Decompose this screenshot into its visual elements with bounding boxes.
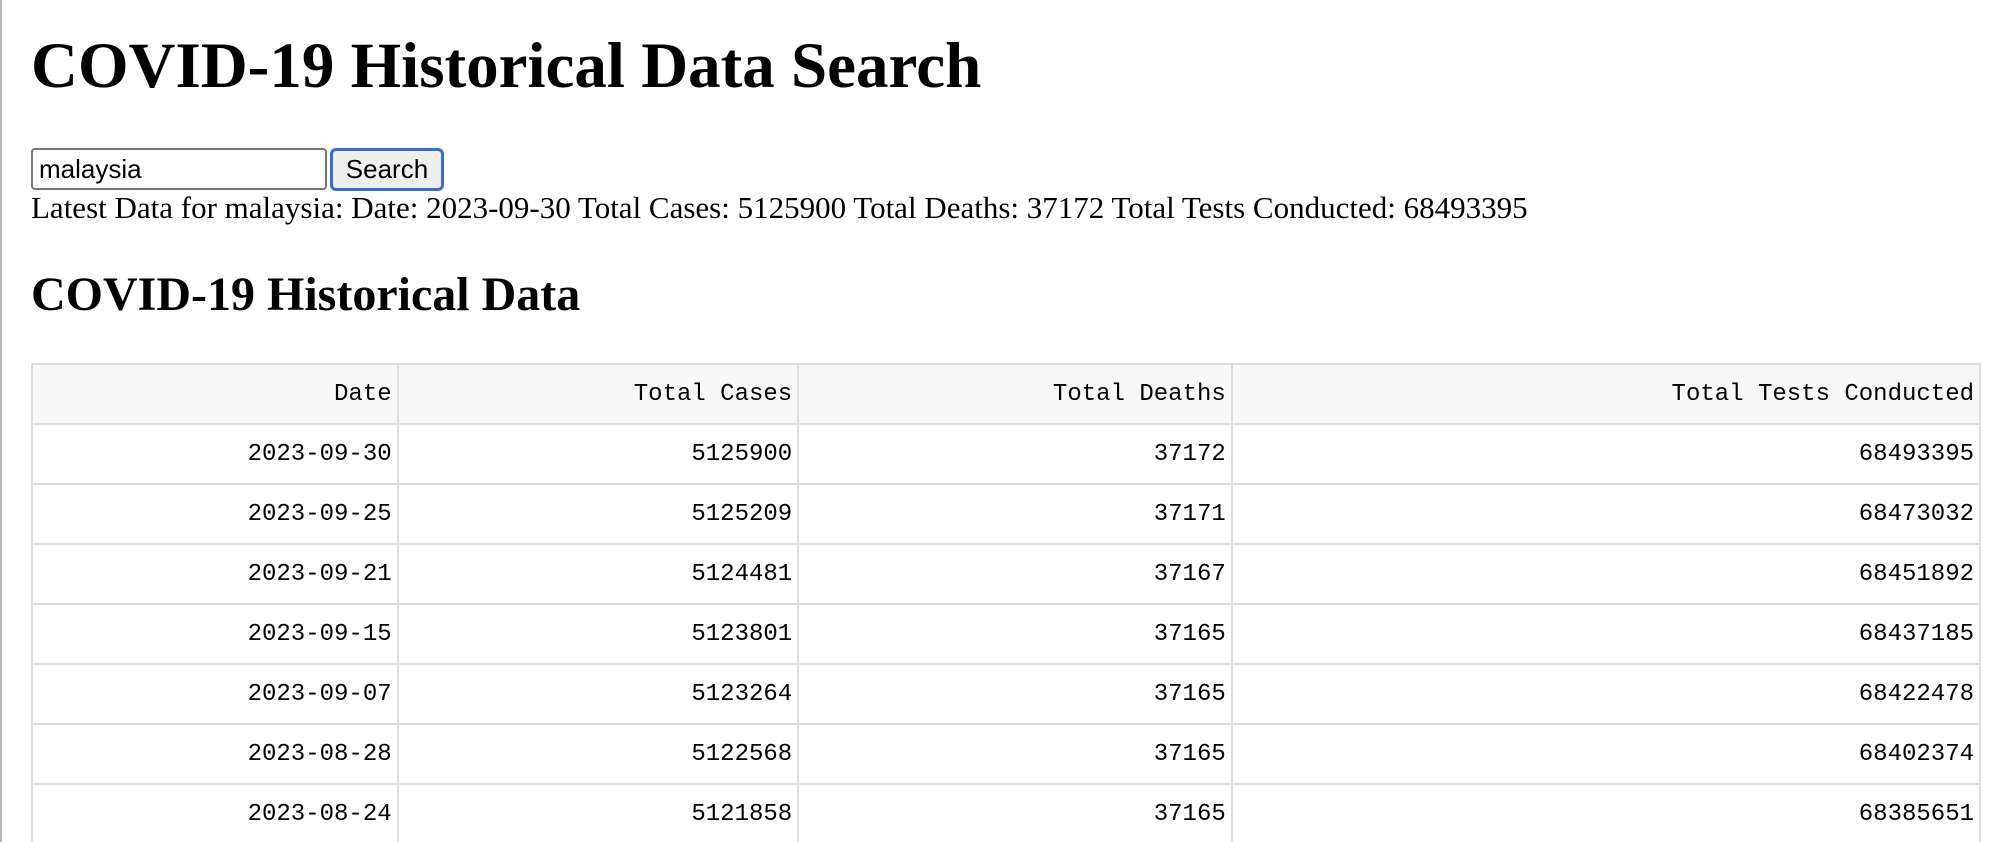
- latest-data-summary: Latest Data for malaysia: Date: 2023-09-…: [31, 190, 1528, 225]
- table-row: 2023-09-07 5123264 37165 68422478: [31, 663, 1982, 725]
- cell-total-deaths: 37165: [797, 663, 1233, 725]
- cell-total-cases: 5123801: [396, 603, 800, 665]
- search-button[interactable]: Search: [330, 147, 444, 191]
- cell-total-deaths: 37165: [797, 603, 1233, 665]
- cell-total-tests: 68437185: [1230, 603, 1982, 665]
- column-header-date: Date: [31, 363, 399, 425]
- column-header-total-cases: Total Cases: [396, 363, 800, 425]
- cell-total-cases: 5121858: [396, 783, 800, 842]
- cell-date: 2023-08-24: [31, 783, 399, 842]
- table-row: 2023-09-25 5125209 37171 68473032: [31, 483, 1982, 545]
- cell-total-cases: 5124481: [396, 543, 800, 605]
- cell-total-tests: 68493395: [1230, 423, 1982, 485]
- cell-total-deaths: 37172: [797, 423, 1233, 485]
- cell-total-deaths: 37171: [797, 483, 1233, 545]
- cell-total-tests: 68473032: [1230, 483, 1982, 545]
- cell-date: 2023-09-21: [31, 543, 399, 605]
- table-row: 2023-09-21 5124481 37167 68451892: [31, 543, 1982, 605]
- cell-total-cases: 5123264: [396, 663, 800, 725]
- cell-total-deaths: 37165: [797, 723, 1233, 785]
- section-title: COVID-19 Historical Data: [31, 268, 581, 321]
- cell-date: 2023-09-07: [31, 663, 399, 725]
- cell-total-cases: 5125900: [396, 423, 800, 485]
- cell-date: 2023-08-28: [31, 723, 399, 785]
- cell-total-deaths: 37167: [797, 543, 1233, 605]
- table-header-row: Date Total Cases Total Deaths Total Test…: [31, 363, 1982, 425]
- cell-date: 2023-09-15: [31, 603, 399, 665]
- cell-total-tests: 68385651: [1230, 783, 1982, 842]
- table-row: 2023-09-15 5123801 37165 68437185: [31, 603, 1982, 665]
- search-form: Search: [31, 147, 444, 191]
- cell-total-deaths: 37165: [797, 783, 1233, 842]
- cell-date: 2023-09-30: [31, 423, 399, 485]
- search-input[interactable]: [31, 148, 327, 190]
- cell-date: 2023-09-25: [31, 483, 399, 545]
- cell-total-cases: 5125209: [396, 483, 800, 545]
- column-header-total-deaths: Total Deaths: [797, 363, 1233, 425]
- cell-total-tests: 68451892: [1230, 543, 1982, 605]
- table-row: 2023-09-30 5125900 37172 68493395: [31, 423, 1982, 485]
- table-row: 2023-08-24 5121858 37165 68385651: [31, 783, 1982, 842]
- cell-total-tests: 68422478: [1230, 663, 1982, 725]
- page-title: COVID-19 Historical Data Search: [31, 30, 982, 102]
- historical-data-table: Date Total Cases Total Deaths Total Test…: [31, 363, 1982, 842]
- cell-total-tests: 68402374: [1230, 723, 1982, 785]
- cell-total-cases: 5122568: [396, 723, 800, 785]
- table-row: 2023-08-28 5122568 37165 68402374: [31, 723, 1982, 785]
- column-header-total-tests: Total Tests Conducted: [1230, 363, 1982, 425]
- page-left-border: [0, 0, 2, 842]
